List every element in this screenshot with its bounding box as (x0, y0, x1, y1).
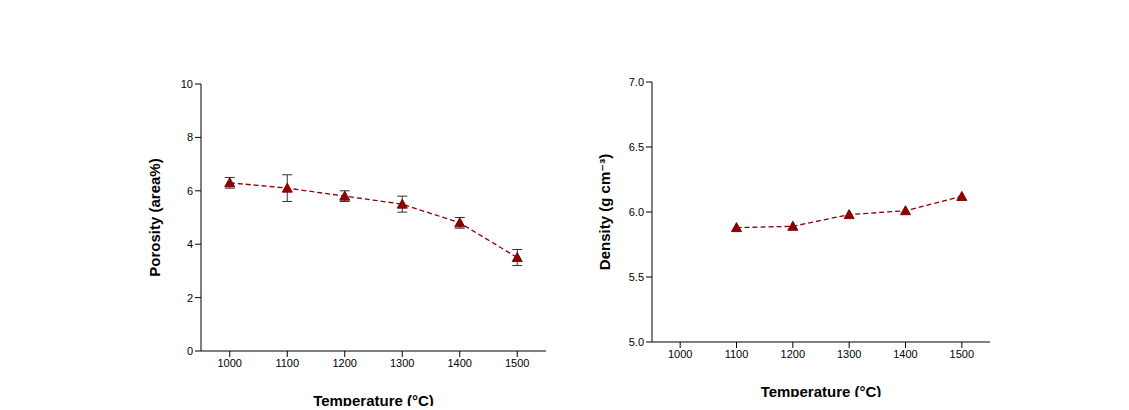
svg-text:5.5: 5.5 (629, 271, 644, 283)
svg-text:1200: 1200 (333, 357, 357, 369)
svg-text:1300: 1300 (837, 348, 861, 360)
svg-text:1300: 1300 (390, 357, 414, 369)
svg-text:7.0: 7.0 (629, 76, 644, 88)
svg-text:1400: 1400 (893, 348, 917, 360)
svg-text:4: 4 (187, 238, 193, 250)
svg-text:Density (g cm⁻³): Density (g cm⁻³) (596, 154, 613, 270)
svg-text:2: 2 (187, 292, 193, 304)
svg-text:1000: 1000 (668, 348, 692, 360)
svg-text:1000: 1000 (218, 357, 242, 369)
svg-text:Temperature (°C): Temperature (°C) (761, 383, 882, 397)
svg-text:1100: 1100 (725, 348, 749, 360)
svg-text:10: 10 (181, 78, 193, 90)
svg-text:1400: 1400 (448, 357, 472, 369)
svg-text:1500: 1500 (505, 357, 529, 369)
svg-text:Temperature (°C): Temperature (°C) (313, 392, 434, 406)
svg-text:6: 6 (187, 185, 193, 197)
svg-text:1500: 1500 (950, 348, 974, 360)
svg-text:Porosity (area%): Porosity (area%) (146, 158, 163, 276)
svg-text:5.0: 5.0 (629, 336, 644, 348)
svg-text:1100: 1100 (275, 357, 299, 369)
svg-text:8: 8 (187, 131, 193, 143)
svg-text:6.0: 6.0 (629, 206, 644, 218)
svg-text:0: 0 (187, 345, 193, 357)
svg-text:6.5: 6.5 (629, 141, 644, 153)
svg-text:1200: 1200 (781, 348, 805, 360)
